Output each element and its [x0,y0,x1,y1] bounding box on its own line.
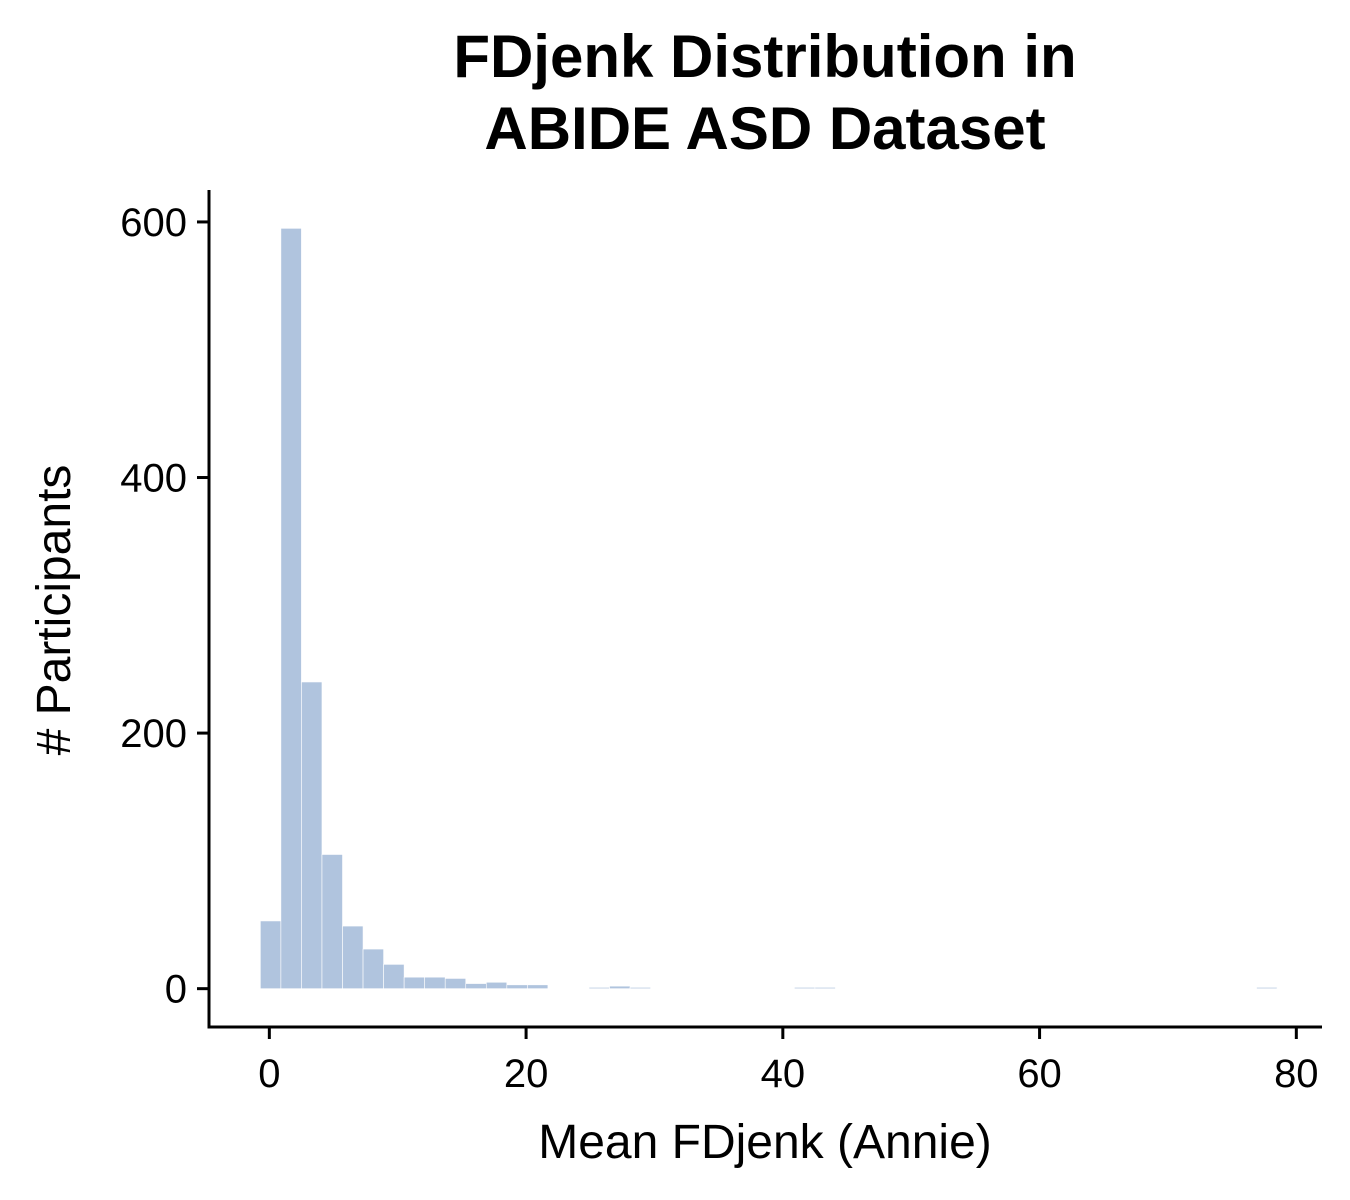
y-tick-label-600: 600 [120,201,187,245]
histogram-bar-2 [301,681,323,989]
histogram-bar-18 [814,987,836,989]
y-axis-label: # Participants [28,465,81,756]
histogram-bar-16 [629,987,651,989]
x-tick-label-60: 60 [1017,1052,1062,1096]
x-axis-ticks: 0 20 40 60 80 [258,1027,1319,1096]
x-tick-label-40: 40 [761,1052,806,1096]
histogram-bar-6 [383,964,405,989]
histogram-bar-14 [588,987,610,989]
x-tick-label-0: 0 [258,1052,280,1096]
x-tick-label-80: 80 [1274,1052,1319,1096]
histogram-bar-3 [321,854,343,989]
histogram-bars [260,228,1278,989]
histogram-bar-7 [403,976,425,989]
y-axis-ticks: 0 200 400 600 [120,201,209,1012]
histogram-bar-0 [260,920,282,989]
histogram-bar-5 [362,948,384,989]
histogram-bar-19 [1256,987,1278,989]
y-tick-label-0: 0 [165,968,187,1012]
y-tick-label-400: 400 [120,457,187,501]
histogram-bar-15 [609,985,631,989]
y-tick-label-200: 200 [120,712,187,756]
histogram-bar-4 [342,925,364,989]
histogram-bar-9 [444,978,467,989]
histogram-bar-11 [485,981,508,989]
chart-title-line-2: ABIDE ASD Dataset [484,95,1045,162]
chart-title-line-1: FDjenk Distribution in [453,23,1076,90]
histogram-bar-10 [465,983,487,989]
x-axis-label: Mean FDjenk (Annie) [538,1116,992,1169]
histogram-bar-1 [280,228,302,989]
histogram-bar-13 [527,984,549,989]
histogram-bar-12 [506,984,528,989]
x-tick-label-20: 20 [504,1052,549,1096]
histogram-bar-8 [424,976,446,989]
histogram-bar-17 [794,987,816,989]
